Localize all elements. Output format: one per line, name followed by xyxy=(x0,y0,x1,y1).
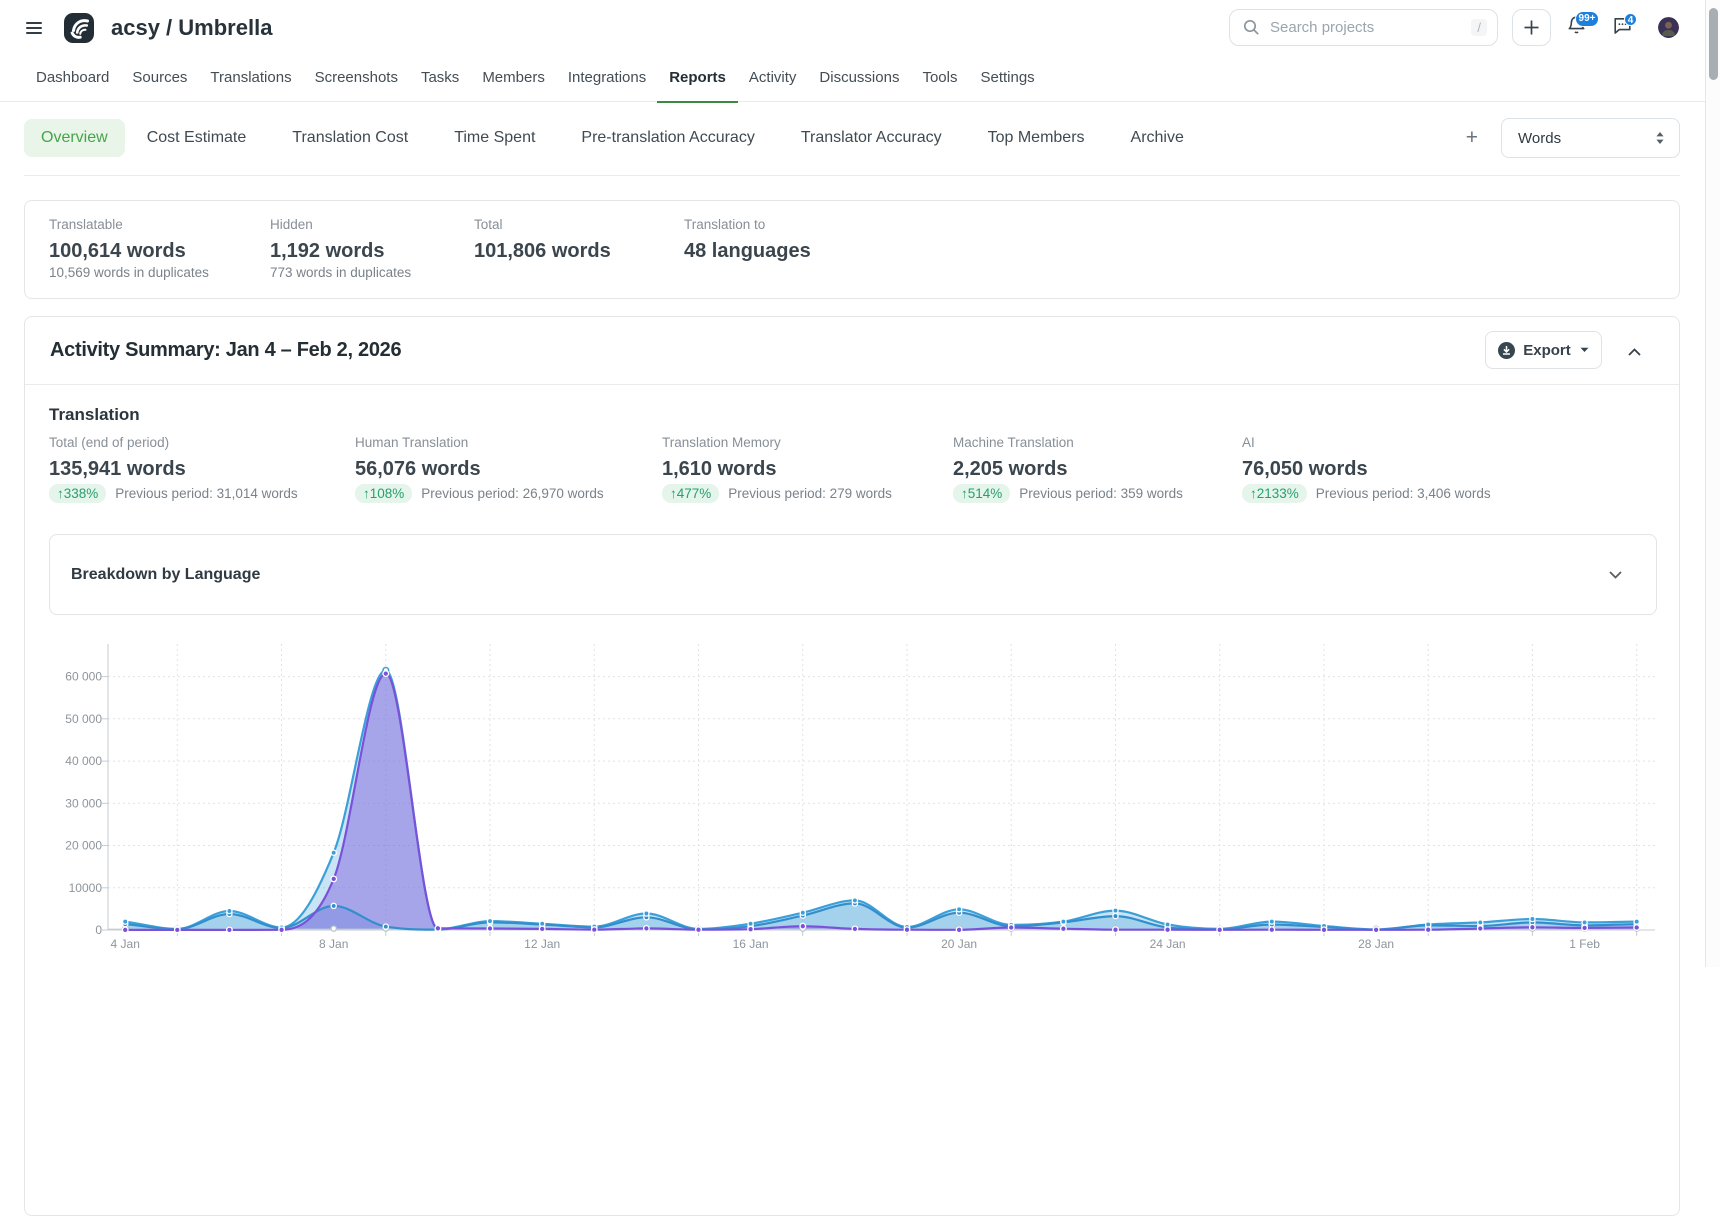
svg-text:12 Jan: 12 Jan xyxy=(524,937,560,951)
svg-text:50 000: 50 000 xyxy=(65,712,102,726)
svg-text:40 000: 40 000 xyxy=(65,754,102,768)
svg-text:10000: 10000 xyxy=(69,881,103,895)
svg-text:28 Jan: 28 Jan xyxy=(1358,937,1394,951)
svg-text:8 Jan: 8 Jan xyxy=(319,937,348,951)
svg-text:24 Jan: 24 Jan xyxy=(1150,937,1186,951)
svg-text:30 000: 30 000 xyxy=(65,796,102,810)
svg-text:0: 0 xyxy=(95,923,102,937)
svg-text:1 Feb: 1 Feb xyxy=(1569,937,1600,951)
svg-text:20 Jan: 20 Jan xyxy=(941,937,977,951)
svg-text:16 Jan: 16 Jan xyxy=(733,937,769,951)
svg-text:20 000: 20 000 xyxy=(65,839,102,853)
svg-text:60 000: 60 000 xyxy=(65,670,102,684)
svg-text:4 Jan: 4 Jan xyxy=(111,937,140,951)
